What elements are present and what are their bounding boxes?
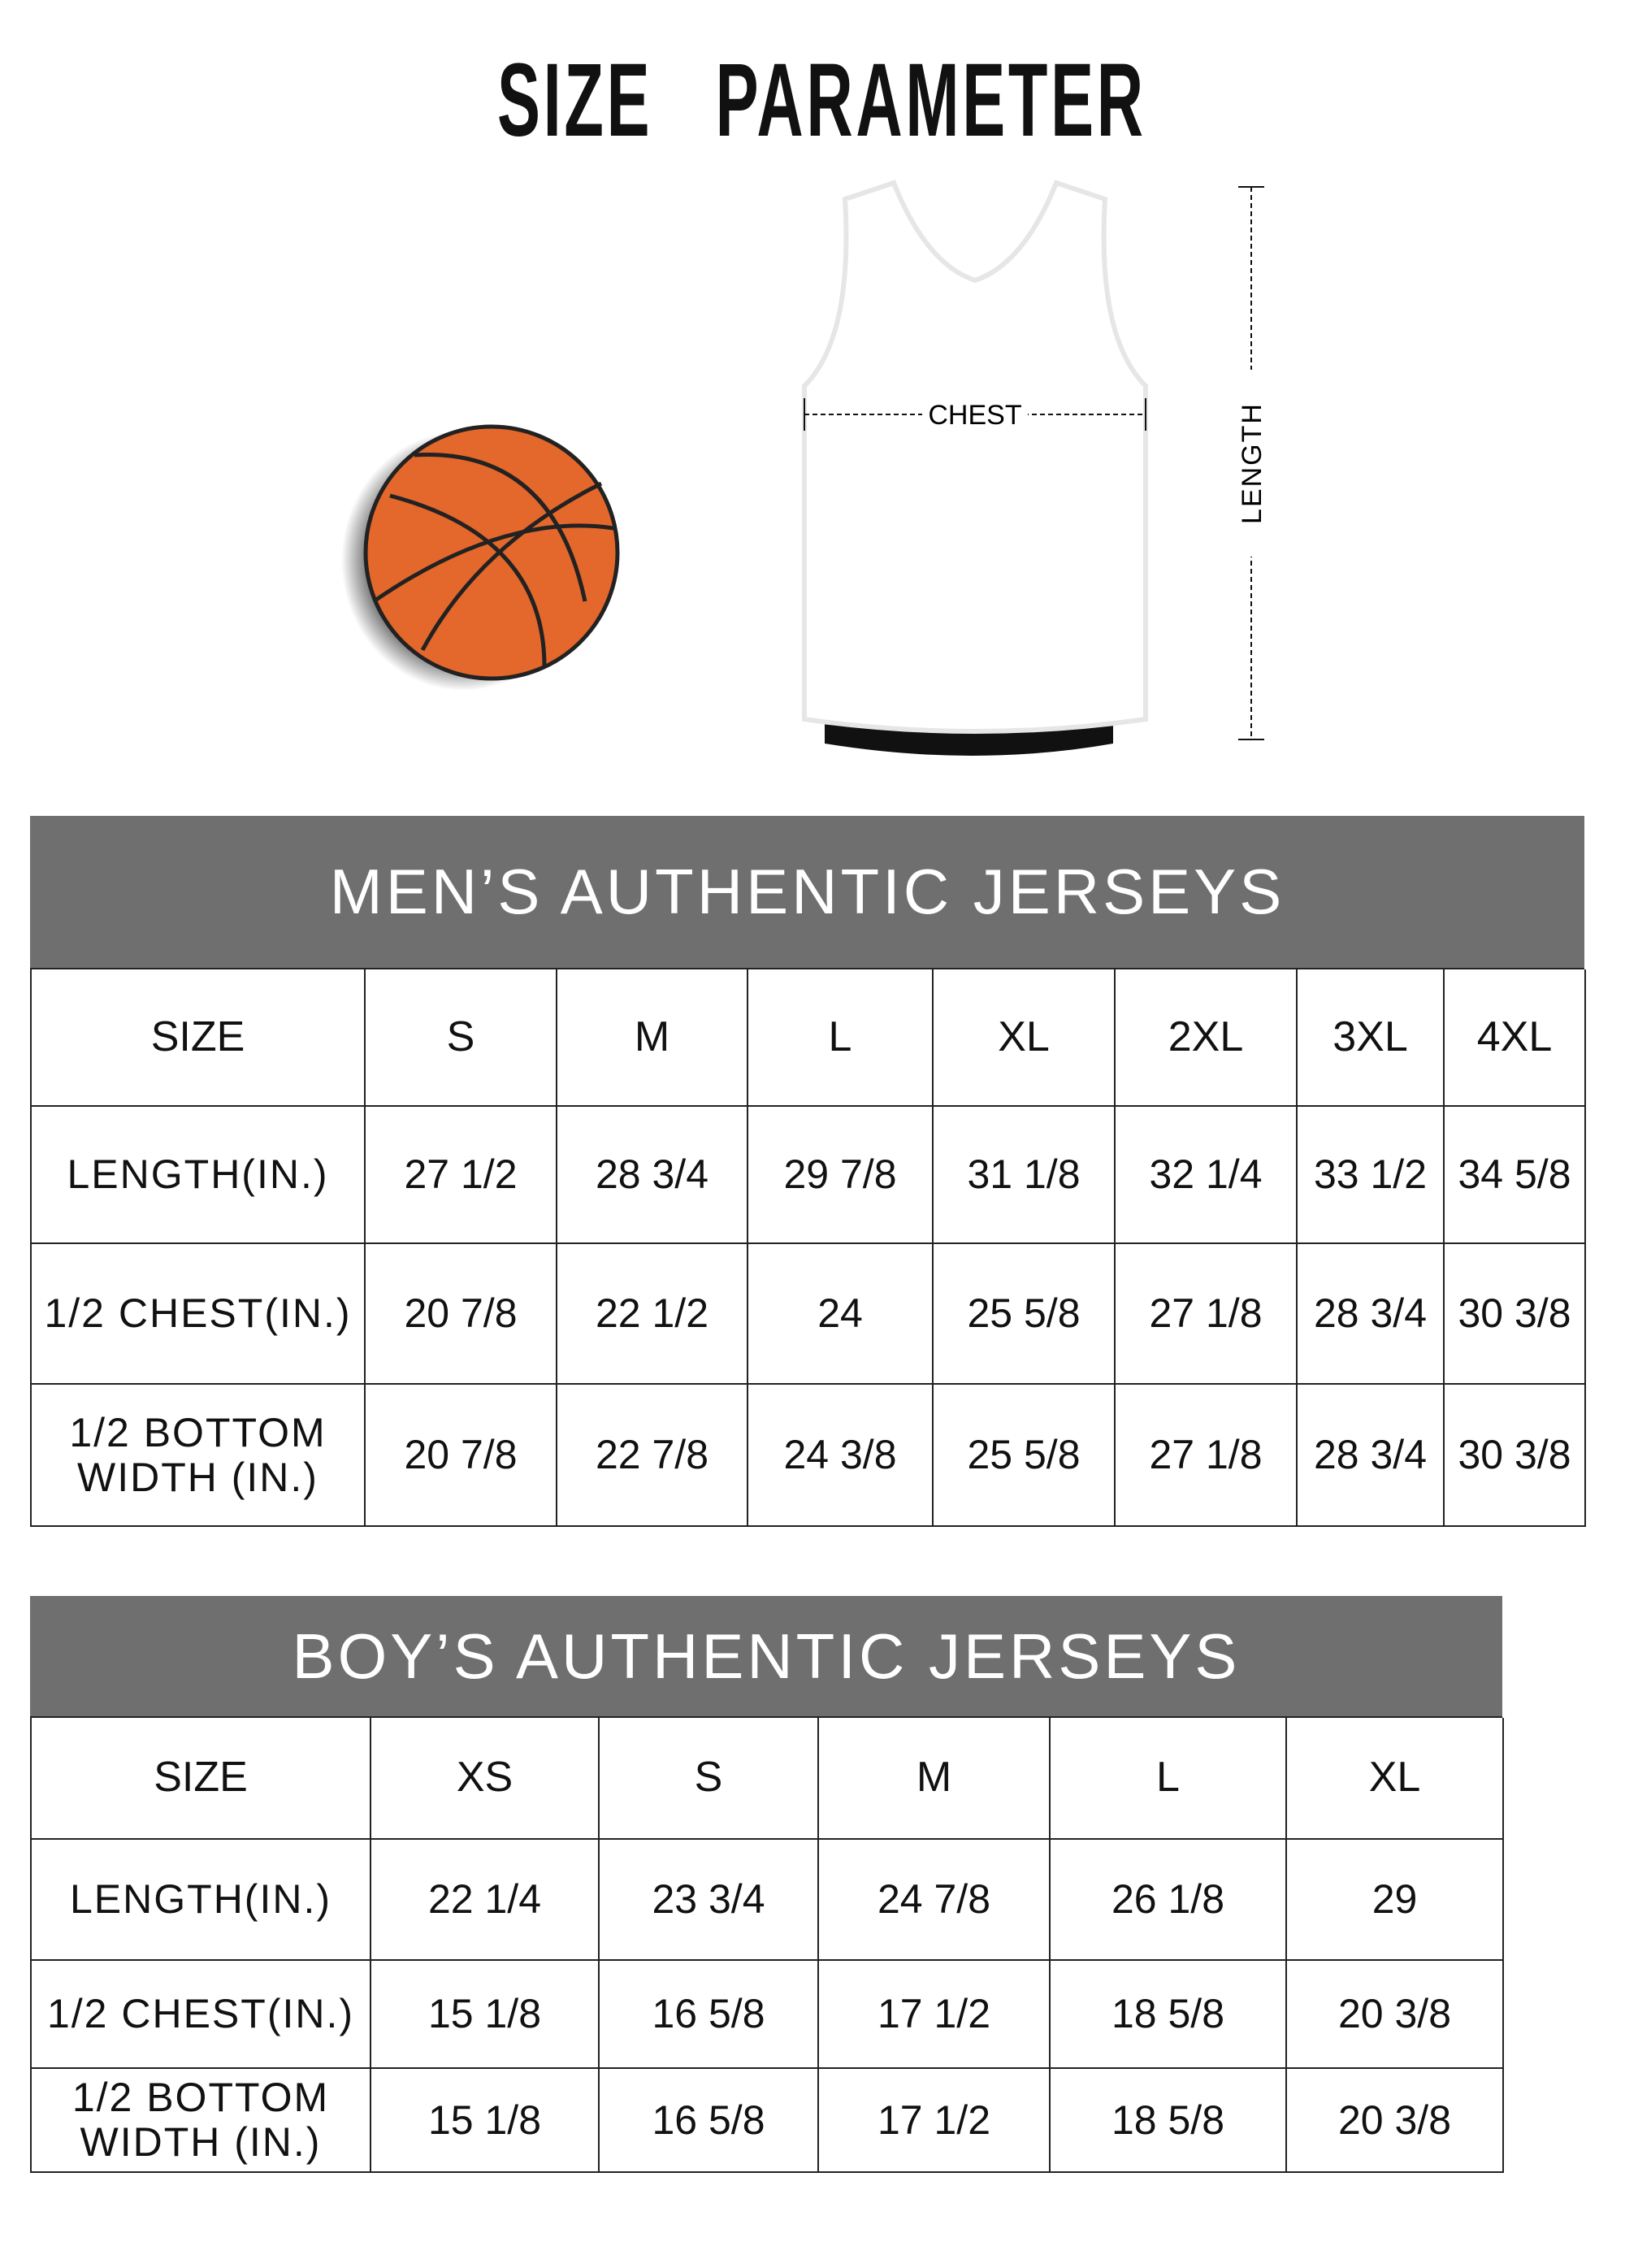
table-cell: 24 3/8 [748,1385,934,1527]
table-cell: 31 1/8 [934,1107,1116,1244]
row-label: 1/2 BOTTOM WIDTH (IN.) [32,2069,371,2173]
row-label: LENGTH(IN.) [32,1107,366,1244]
table-cell: 22 1/4 [371,1840,600,1961]
table-cell: 18 5/8 [1051,2069,1287,2173]
header-size-xl: XL [1287,1718,1504,1840]
row-label: 1/2 CHEST(IN.) [32,1244,366,1385]
boys-size-table: SIZE XS S M L XL LENGTH(IN.) 22 1/4 23 3/4 24 7/8… [30,1716,1504,2173]
header-size-m: M [557,969,748,1107]
table-cell: 27 1/2 [366,1107,557,1244]
table-cell: 28 3/4 [1298,1385,1445,1527]
header-size-s: S [600,1718,819,1840]
table-cell: 30 3/8 [1445,1244,1586,1385]
table-cell: 34 5/8 [1445,1107,1586,1244]
header-size-m: M [819,1718,1051,1840]
men-size-table: SIZE S M L XL 2XL 3XL 4XL LENGTH(IN.) 27 1/2 28 3/… [30,968,1586,1527]
table-cell: 16 5/8 [600,1961,819,2069]
row-label: 1/2 CHEST(IN.) [32,1961,371,2069]
jersey-diagram: CHEST [802,180,1148,756]
header-size-l: L [1051,1718,1287,1840]
table-cell: 27 1/8 [1116,1385,1298,1527]
header-size-s: S [366,969,557,1107]
header-size-label: SIZE [32,969,366,1107]
table-cell: 17 1/2 [819,2069,1051,2173]
table-cell: 28 3/4 [1298,1244,1445,1385]
men-table-title: MEN’S AUTHENTIC JERSEYS [30,816,1584,968]
table-cell: 24 [748,1244,934,1385]
header-size-4xl: 4XL [1445,969,1586,1107]
table-cell: 26 1/8 [1051,1840,1287,1961]
header-size-3xl: 3XL [1298,969,1445,1107]
table-cell: 32 1/4 [1116,1107,1298,1244]
table-cell: 20 3/8 [1287,1961,1504,2069]
table-cell: 22 1/2 [557,1244,748,1385]
length-label: LENGTH [1237,402,1268,524]
table-cell: 29 [1287,1840,1504,1961]
table-cell: 17 1/2 [819,1961,1051,2069]
boys-table-title: BOY’S AUTHENTIC JERSEYS [30,1596,1502,1716]
table-cell: 20 7/8 [366,1385,557,1527]
header-size-l: L [748,969,934,1107]
table-cell: 20 7/8 [366,1244,557,1385]
header-size-2xl: 2XL [1116,969,1298,1107]
basketball-icon [341,424,620,691]
table-cell: 15 1/8 [371,2069,600,2173]
header-size-xs: XS [371,1718,600,1840]
table-cell: 24 7/8 [819,1840,1051,1961]
row-label: LENGTH(IN.) [32,1840,371,1961]
table-cell: 18 5/8 [1051,1961,1287,2069]
table-cell: 25 5/8 [934,1385,1116,1527]
chest-label: CHEST [928,400,1021,431]
table-cell: 15 1/8 [371,1961,600,2069]
table-cell: 33 1/2 [1298,1107,1445,1244]
table-cell: 25 5/8 [934,1244,1116,1385]
header-size-xl: XL [934,969,1116,1107]
table-cell: 23 3/4 [600,1840,819,1961]
page-title: SIZE PARAMETER [497,42,1146,158]
table-cell: 16 5/8 [600,2069,819,2173]
header-size-label: SIZE [32,1718,371,1840]
table-cell: 28 3/4 [557,1107,748,1244]
length-indicator: LENGTH [1235,186,1268,740]
table-cell: 29 7/8 [748,1107,934,1244]
table-cell: 30 3/8 [1445,1385,1586,1527]
table-cell: 22 7/8 [557,1385,748,1527]
row-label: 1/2 BOTTOM WIDTH (IN.) [32,1385,366,1527]
table-cell: 20 3/8 [1287,2069,1504,2173]
table-cell: 27 1/8 [1116,1244,1298,1385]
